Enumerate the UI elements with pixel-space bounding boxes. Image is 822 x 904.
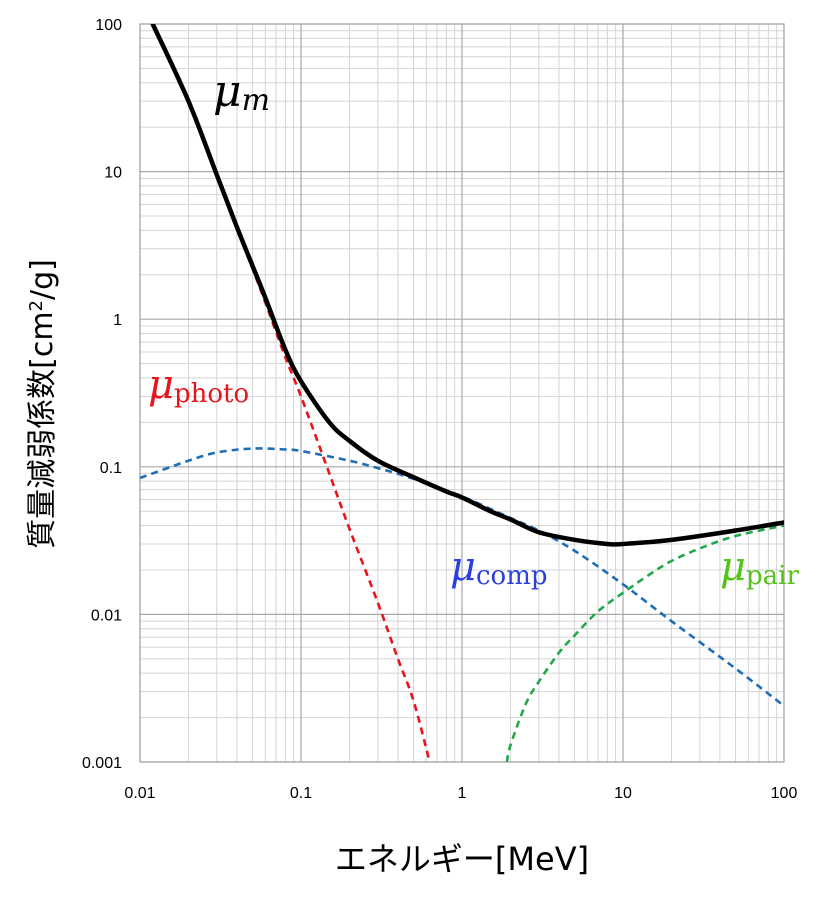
x-axis-title: エネルギー[MeV] — [335, 840, 589, 878]
series-label-mu-pair: μpair — [720, 544, 799, 591]
y-axis-title-sup: 2 — [26, 300, 47, 311]
y-axis-title-main: 質量減弱係数[cm — [25, 311, 60, 548]
y-tick-label: 10 — [104, 165, 122, 182]
x-tick-label: 10 — [614, 785, 632, 802]
y-tick-label: 1 — [113, 312, 122, 329]
y-tick-label: 0.1 — [100, 460, 122, 477]
series-label-mu-photo-sub: photo — [174, 379, 249, 409]
y-axis-title-tail: /g] — [25, 259, 60, 300]
x-tick-label: 0.01 — [124, 785, 155, 802]
series-label-mu-comp-sub: comp — [476, 561, 548, 591]
x-tick-label: 100 — [771, 785, 798, 802]
plot-frame — [139, 23, 785, 763]
grid-minor — [140, 24, 784, 762]
series-label-mu-photo-symbol: μ — [148, 362, 174, 408]
x-tick-label: 1 — [458, 785, 467, 802]
x-tick-label: 0.1 — [290, 785, 312, 802]
series-line-m — [150, 24, 784, 547]
series-label-mu-m-symbol: μ — [213, 66, 242, 117]
series-label-mu-pair-sub: pair — [746, 561, 799, 591]
series-label-mu-pair-symbol: μ — [720, 544, 746, 590]
grid-major — [139, 23, 785, 763]
series-label-mu-m: μm — [213, 66, 270, 118]
series-line-pair — [505, 524, 784, 762]
series-label-mu-m-sub: m — [242, 83, 270, 118]
y-tick-label: 0.001 — [82, 755, 122, 772]
series-group — [140, 24, 784, 762]
y-tick-label: 0.01 — [91, 607, 122, 624]
series-label-mu-comp: μcomp — [450, 544, 548, 591]
y-tick-label: 100 — [95, 17, 122, 34]
series-label-mu-comp-symbol: μ — [450, 544, 476, 590]
y-axis-title: 質量減弱係数[cm2/g] — [25, 259, 60, 549]
series-label-mu-photo: μphoto — [148, 362, 249, 409]
